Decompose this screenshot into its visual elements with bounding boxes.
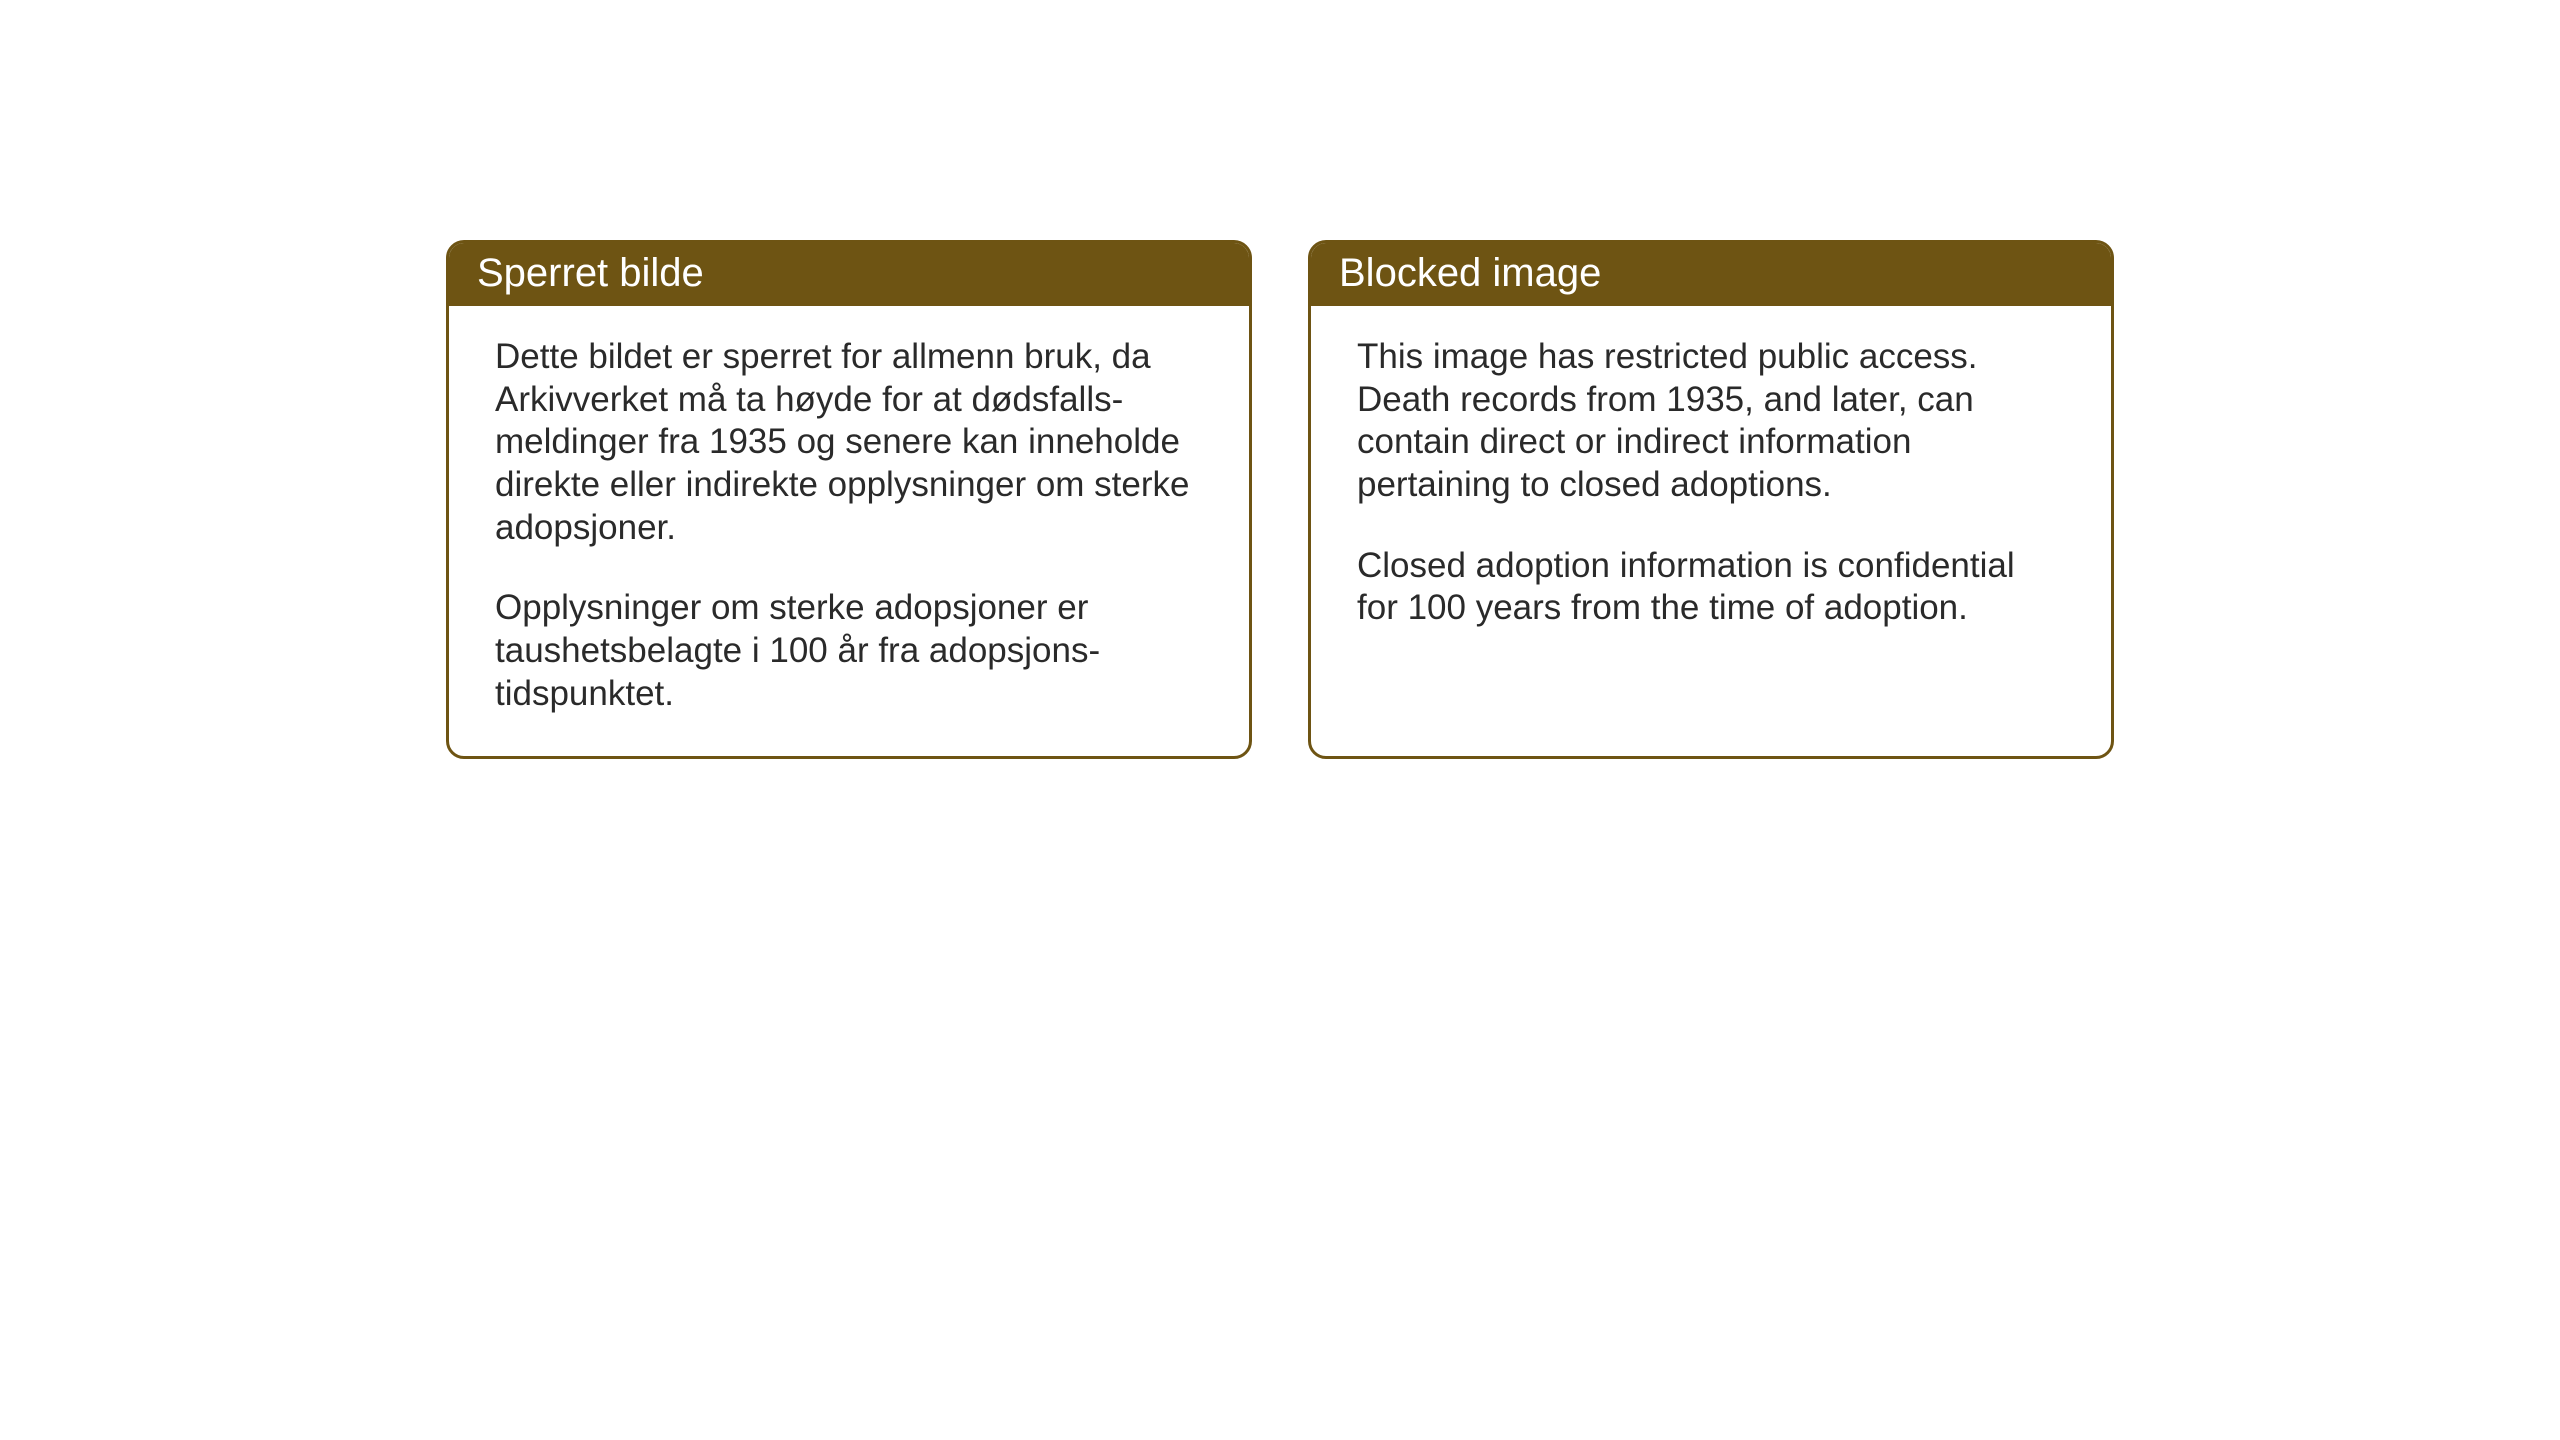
notice-paragraph-2-norwegian: Opplysninger om sterke adopsjoner er tau… [495, 587, 1203, 715]
notice-paragraph-2-english: Closed adoption information is confident… [1357, 545, 2065, 630]
notice-card-norwegian: Sperret bilde Dette bildet er sperret fo… [446, 240, 1252, 759]
notice-container: Sperret bilde Dette bildet er sperret fo… [446, 240, 2114, 759]
notice-title-english: Blocked image [1339, 251, 1601, 295]
notice-body-norwegian: Dette bildet er sperret for allmenn bruk… [449, 306, 1249, 756]
notice-body-english: This image has restricted public access.… [1311, 306, 2111, 726]
notice-card-english: Blocked image This image has restricted … [1308, 240, 2114, 759]
notice-title-norwegian: Sperret bilde [477, 251, 704, 295]
notice-paragraph-1-norwegian: Dette bildet er sperret for allmenn bruk… [495, 336, 1203, 549]
notice-paragraph-1-english: This image has restricted public access.… [1357, 336, 2065, 507]
notice-header-norwegian: Sperret bilde [449, 243, 1249, 306]
notice-header-english: Blocked image [1311, 243, 2111, 306]
